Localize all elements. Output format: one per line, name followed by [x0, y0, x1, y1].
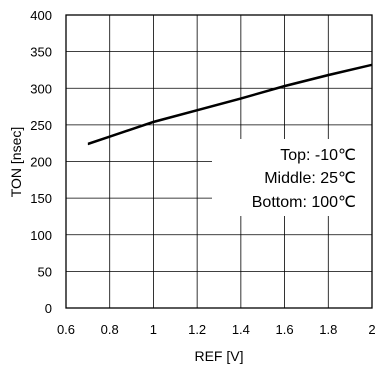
x-tick-label: 2 [368, 322, 375, 337]
y-tick-label: 0 [45, 301, 52, 316]
y-tick-label: 300 [30, 81, 52, 96]
x-tick-label: 1 [150, 322, 157, 337]
x-tick-label: 1.2 [188, 322, 206, 337]
y-tick-label: 400 [30, 8, 52, 23]
series-line-2 [87, 64, 373, 146]
plot-frame [65, 14, 373, 309]
x-tick-label: 1.6 [276, 322, 294, 337]
x-tick-label: 0.6 [57, 322, 75, 337]
y-tick-label: 250 [30, 118, 52, 133]
legend-middle-label: Middle: 25℃ [264, 170, 356, 187]
legend-background [212, 139, 377, 216]
x-tick-label: 0.8 [101, 322, 119, 337]
x-tick-label: 1.4 [232, 322, 250, 337]
y-tick-label: 100 [30, 228, 52, 243]
y-axis-ticks: 0 50 100 150 200 250 300 350 400 [30, 8, 52, 316]
legend-box: Top: -10℃ Middle: 25℃ Bottom: 100℃ [212, 139, 377, 216]
y-axis-label: TON [nsec] [8, 127, 24, 198]
series-lines [87, 63, 373, 146]
x-axis-ticks: 0.6 0.8 1 1.2 1.4 1.6 1.8 2 [57, 322, 376, 337]
series-line-0 [87, 63, 373, 144]
y-tick-label: 150 [30, 191, 52, 206]
legend-bottom-label: Bottom: 100℃ [252, 194, 356, 211]
x-axis-label: REF [V] [194, 348, 243, 364]
y-tick-label: 350 [30, 45, 52, 60]
series-line-1 [87, 64, 373, 145]
x-tick-label: 1.8 [319, 322, 337, 337]
legend-top-label: Top: -10℃ [280, 147, 356, 164]
y-tick-label: 50 [38, 264, 52, 279]
y-tick-label: 200 [30, 155, 52, 170]
